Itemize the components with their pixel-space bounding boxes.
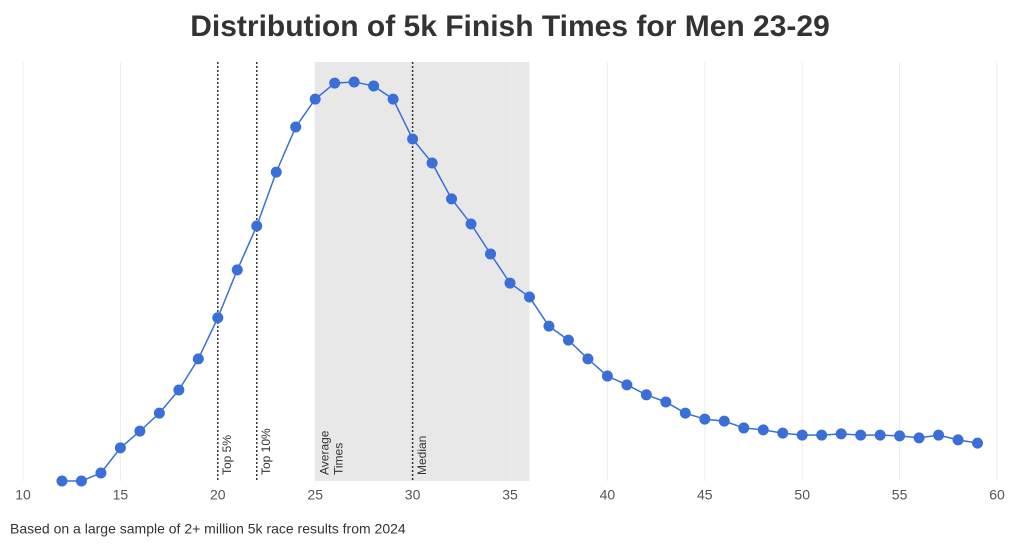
point: [95, 467, 107, 479]
x-tick-label: 45: [697, 487, 713, 503]
x-tick-label: 60: [989, 487, 1005, 503]
x-tick-label: 35: [502, 487, 518, 503]
point: [251, 220, 263, 232]
point: [173, 384, 185, 396]
shaded-band: [315, 62, 530, 481]
band-label: Average: [317, 430, 331, 475]
point: [582, 353, 594, 365]
point: [952, 434, 964, 446]
point: [407, 133, 419, 145]
point: [816, 429, 828, 441]
point: [718, 415, 730, 427]
point: [348, 76, 360, 88]
point: [699, 413, 711, 425]
point: [621, 379, 633, 391]
point: [485, 248, 497, 260]
reference-label: Top 10%: [259, 428, 273, 475]
point: [562, 334, 574, 346]
point: [75, 475, 87, 487]
point: [660, 396, 672, 408]
point: [757, 424, 769, 436]
footnote: Based on a large sample of 2+ million 5k…: [10, 521, 406, 537]
point: [270, 166, 282, 178]
point: [601, 370, 613, 382]
point: [543, 320, 555, 332]
x-tick-label: 15: [113, 487, 129, 503]
band-label: Times: [331, 443, 345, 475]
point: [640, 389, 652, 401]
point: [738, 422, 750, 434]
point: [387, 93, 399, 105]
point: [679, 407, 691, 419]
x-tick-label: 30: [405, 487, 421, 503]
point: [913, 432, 925, 444]
point: [426, 157, 438, 169]
point: [153, 407, 165, 419]
point: [972, 437, 984, 449]
point: [192, 353, 204, 365]
x-tick-label: 25: [307, 487, 323, 503]
point: [56, 475, 68, 487]
reference-label: Top 5%: [220, 435, 234, 475]
point: [114, 442, 126, 454]
point: [835, 428, 847, 440]
point: [933, 429, 945, 441]
x-tick-label: 50: [794, 487, 810, 503]
point: [465, 218, 477, 230]
reference-label: Median: [415, 436, 429, 475]
x-tick-label: 55: [892, 487, 908, 503]
point: [504, 277, 516, 289]
point: [523, 291, 535, 303]
x-tick-label: 40: [600, 487, 616, 503]
x-tick-label: 10: [15, 487, 31, 503]
chart-title: Distribution of 5k Finish Times for Men …: [190, 10, 830, 43]
point: [874, 429, 886, 441]
point: [134, 425, 146, 437]
point: [855, 429, 867, 441]
point: [446, 193, 458, 205]
point: [212, 312, 224, 324]
point: [329, 77, 341, 89]
point: [777, 427, 789, 439]
point: [894, 430, 906, 442]
point: [368, 80, 380, 92]
point: [231, 264, 243, 276]
x-tick-label: 20: [210, 487, 226, 503]
point: [290, 121, 302, 133]
point: [309, 93, 321, 105]
point: [796, 429, 808, 441]
